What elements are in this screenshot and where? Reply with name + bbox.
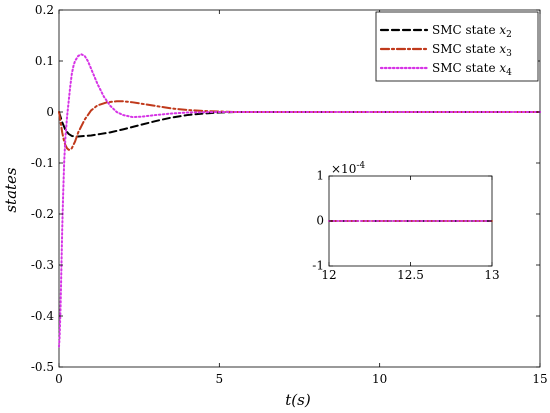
- main-y-tick-label: -0.3: [31, 258, 54, 272]
- inset-x-tick-label: 13: [484, 268, 499, 282]
- main-x-tick-label: 0: [55, 372, 63, 386]
- inset-x-ticks: 12 12.5 13: [321, 176, 500, 282]
- main-y-ticks: 0.2 0.1 0 -0.1 -0.2 -0.3 -0.4 -0.5: [31, 3, 540, 374]
- inset-x-tick-label: 12: [321, 268, 336, 282]
- legend-label-prefix: SMC state: [432, 61, 499, 75]
- main-y-tick-label: -0.5: [31, 360, 54, 374]
- legend-label-1: SMC state x2: [432, 23, 512, 40]
- inset-x-tick-label: 12.5: [397, 268, 424, 282]
- main-plot-frame: [58, 9, 541, 368]
- main-series-3: [58, 53, 541, 348]
- inset-plot: 12 12.5 13 1 0 -1 ×10-4: [312, 161, 499, 282]
- main-series-1: [58, 111, 541, 138]
- legend-label-var: x: [499, 61, 506, 75]
- main-x-tick-label: 15: [532, 372, 547, 386]
- inset-y-ticks: 1 0 -1: [312, 169, 492, 273]
- legend-label-sub: 4: [506, 68, 512, 78]
- main-y-tick-label: -0.4: [31, 309, 55, 323]
- legend-label-prefix: SMC state: [432, 42, 499, 56]
- main-series-2: [58, 100, 541, 151]
- main-x-tick-label: 10: [372, 372, 387, 386]
- legend-label-3: SMC state x4: [432, 61, 512, 78]
- inset-y-tick-label: -1: [312, 259, 324, 273]
- legend-box: [375, 11, 539, 82]
- x-axis-label: t(s): [285, 391, 311, 409]
- main-y-tick-label: 0.1: [35, 54, 54, 68]
- main-y-tick-label: 0.2: [35, 3, 54, 17]
- main-y-tick-label: 0: [46, 105, 54, 119]
- legend-label-prefix: SMC state: [432, 23, 499, 37]
- main-plot: 0 5 10 15 0.20.10-0.1-0.2-0.3-0.4-0.5 t(s) …: [2, 3, 548, 409]
- main-y-tick-label: -0.1: [31, 156, 54, 170]
- legend-label-sub: 2: [506, 30, 512, 40]
- main-x-ticks: 0 5 10 15: [55, 10, 548, 386]
- main-series-group: [58, 53, 541, 348]
- legend-label-sub: 3: [506, 49, 512, 59]
- inset-y-tick-label: 0: [316, 214, 324, 228]
- legend-label-var: x: [499, 42, 506, 56]
- legend-label-var: x: [499, 23, 506, 37]
- inset-y-multiplier: ×10-4: [331, 161, 365, 176]
- y-axis-label: states: [2, 167, 20, 213]
- inset-y-tick-label: 1: [316, 169, 324, 183]
- main-x-tick-label: 5: [216, 372, 224, 386]
- main-y-tick-label: -0.2: [31, 207, 54, 221]
- legend-label-2: SMC state x3: [432, 42, 512, 59]
